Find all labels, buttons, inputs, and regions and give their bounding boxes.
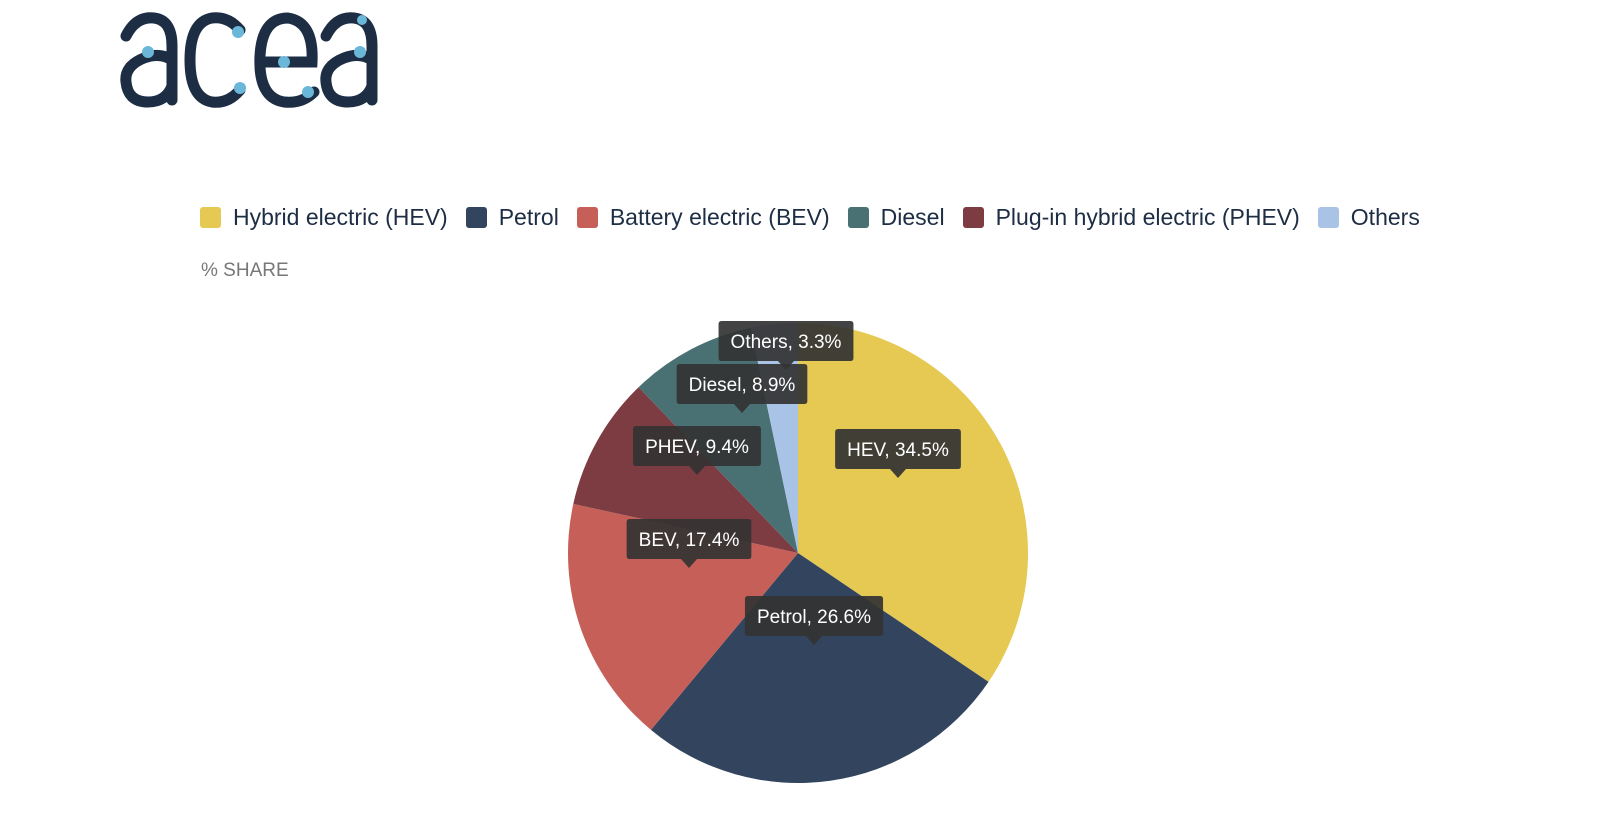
- data-label-box: [744, 596, 884, 645]
- legend-item[interactable]: Diesel: [847, 204, 945, 231]
- data-label-text: Petrol, 26.6%: [757, 607, 871, 628]
- data-label-text: BEV, 17.4%: [639, 530, 740, 551]
- pie-slice-petrol[interactable]: [650, 553, 989, 784]
- acea-logo: [120, 12, 378, 108]
- unit-label: % SHARE: [201, 260, 289, 281]
- data-label-diesel: Diesel, 8.9%: [676, 364, 808, 413]
- legend-label: Battery electric (BEV): [609, 204, 830, 230]
- data-label-bev: BEV, 17.4%: [626, 519, 752, 568]
- legend-swatch: [1317, 207, 1339, 228]
- legend-item[interactable]: Others: [1317, 204, 1420, 231]
- legend-swatch: [200, 207, 221, 228]
- legend-swatch: [847, 207, 869, 228]
- pie-slice-bev[interactable]: [567, 503, 798, 730]
- data-label-others: Others, 3.3%: [718, 321, 854, 370]
- legend-label: Others: [1350, 204, 1420, 230]
- data-label-text: Diesel, 8.9%: [689, 375, 796, 396]
- legend-item[interactable]: Petrol: [465, 204, 559, 231]
- data-label-text: PHEV, 9.4%: [645, 437, 749, 458]
- data-label-petrol: Petrol, 26.6%: [744, 596, 884, 645]
- legend-item[interactable]: Hybrid electric (HEV): [200, 204, 448, 231]
- legend-swatch: [962, 207, 984, 228]
- legend-swatch: [465, 207, 487, 228]
- data-label-text: Others, 3.3%: [731, 332, 842, 353]
- legend-item[interactable]: Battery electric (BEV): [576, 204, 830, 231]
- legend-label: Diesel: [880, 204, 945, 230]
- pie-slice-phev[interactable]: [573, 387, 798, 553]
- data-label-phev: PHEV, 9.4%: [633, 426, 761, 475]
- data-label-text: HEV, 34.5%: [847, 440, 949, 461]
- data-label-box: [633, 426, 761, 475]
- data-label-hev: HEV, 34.5%: [835, 429, 961, 478]
- data-label-box: [835, 429, 961, 478]
- data-label-box: [676, 364, 808, 413]
- pie-slice-hev[interactable]: [798, 323, 1029, 682]
- data-label-box: [718, 321, 854, 370]
- legend-label: Plug-in hybrid electric (PHEV): [995, 204, 1300, 230]
- legend-item[interactable]: Plug-in hybrid electric (PHEV): [962, 204, 1300, 231]
- chart-legend: Hybrid electric (HEV) Petrol Battery elect…: [200, 204, 1420, 231]
- legend-label: Petrol: [498, 204, 559, 230]
- legend-swatch: [576, 207, 598, 228]
- legend-label: Hybrid electric (HEV): [233, 204, 448, 230]
- data-label-box: [626, 519, 752, 568]
